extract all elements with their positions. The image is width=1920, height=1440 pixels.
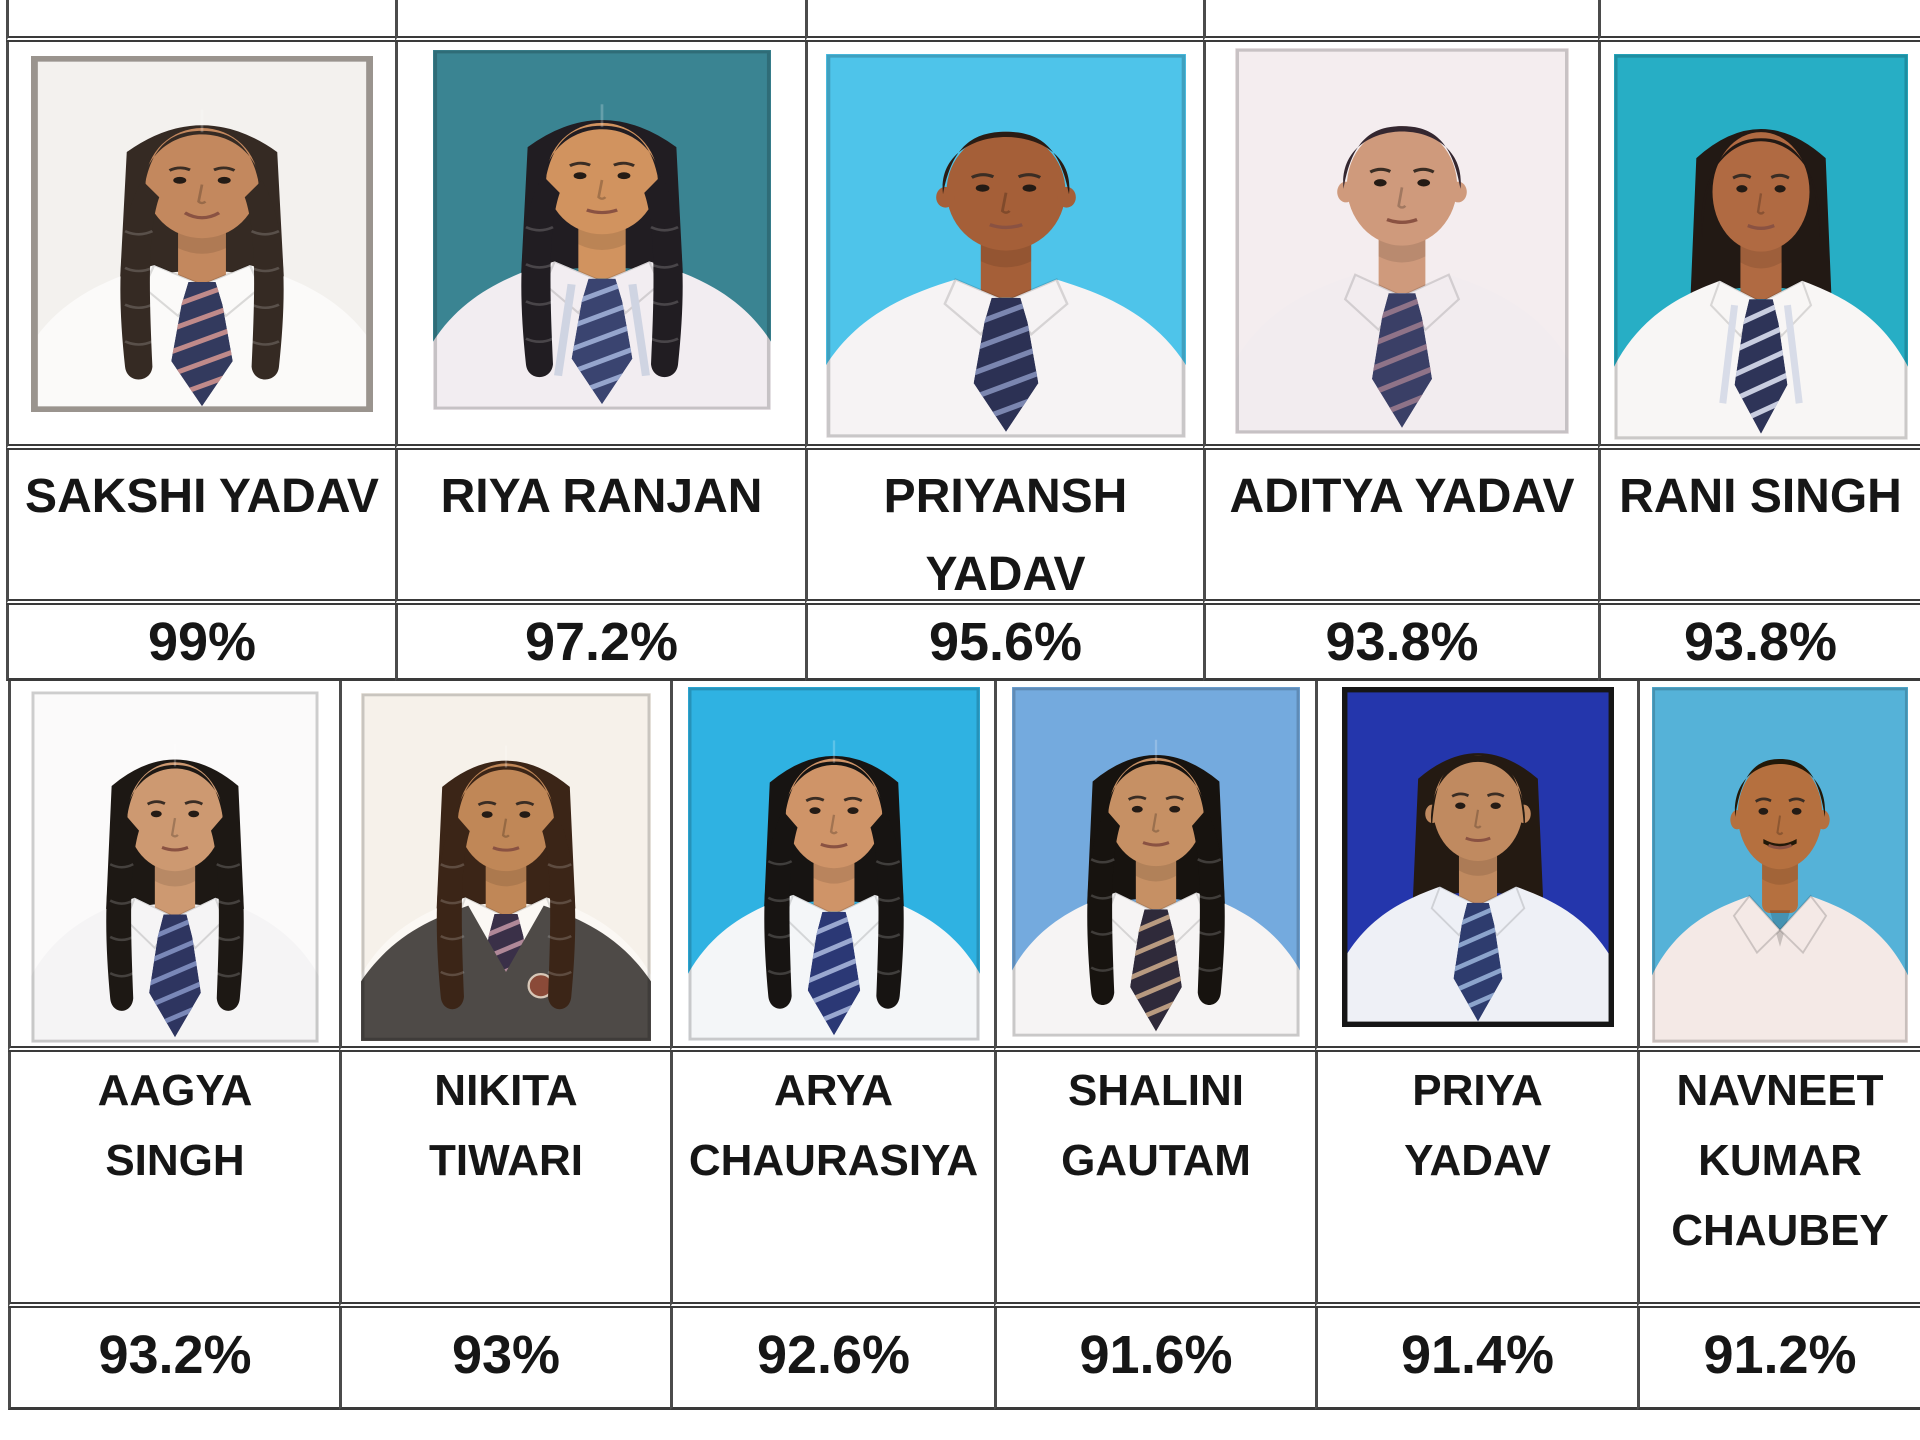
student-name: PRIYA YADAV [1404,1066,1551,1185]
student-percentage: 91.2% [1703,1325,1857,1385]
name-cell: AAGYA SINGH [8,1052,339,1308]
student-name: ARYA CHAURASIYA [688,1066,979,1185]
percentage-cell: 93.8% [1598,605,1920,681]
percentage-cell: 93.8% [1203,605,1598,681]
student-portrait-photo [432,50,771,410]
name-cell: ADITYA YADAV [1203,450,1598,605]
student-portrait-photo [1341,687,1614,1027]
photo-cell [805,42,1203,450]
student-portrait-photo [1652,687,1908,1043]
percentage-cell: 97.2% [395,605,805,681]
student-name: RANI SINGH [1619,470,1902,523]
student-portrait-photo [31,691,319,1043]
student-name: NIKITA TIWARI [429,1066,583,1185]
percentage-cell: 99% [6,605,395,681]
student-portrait-photo [825,54,1186,438]
name-cell: NIKITA TIWARI [339,1052,670,1308]
name-cell: SAKSHI YADAV [6,450,395,605]
student-name: PRIYANSH YADAV [883,470,1128,601]
student-percentage: 91.4% [1400,1325,1555,1385]
student-percentage: 91.6% [1079,1325,1233,1385]
student-portrait-photo [1235,48,1569,434]
percentage-cell: 91.6% [994,1308,1315,1410]
percentage-cell: 95.6% [805,605,1203,681]
student-percentage: 93.2% [98,1325,252,1385]
photo-cell [1203,42,1598,450]
student-portrait-photo [687,687,980,1041]
empty-cell [1203,0,1598,42]
name-cell: SHALINI GAUTAM [994,1052,1315,1308]
photo-cell [339,681,670,1052]
name-cell: RANI SINGH [1598,450,1920,605]
results-table-group1: SAKSHI YADAV RIYA RANJAN PRIYANSH YADAV … [6,0,1920,681]
photo-cell [6,42,395,450]
results-table-group2: AAGYA SINGH NIKITA TIWARI ARYA CHAURASIY… [8,681,1920,1410]
percentage-cell: 92.6% [670,1308,994,1410]
name-cell: PRIYANSH YADAV [805,450,1203,605]
student-portrait-photo [1012,687,1300,1037]
percentage-cell: 91.4% [1315,1308,1637,1410]
photo-cell [670,681,994,1052]
name-cell: RIYA RANJAN [395,450,805,605]
percentage-cell: 93% [339,1308,670,1410]
student-name: AAGYA SINGH [97,1066,253,1185]
student-name: SAKSHI YADAV [25,470,379,523]
student-name: ADITYA YADAV [1229,470,1575,523]
student-percentage: 93.8% [1325,612,1479,672]
student-name: SHALINI GAUTAM [1061,1066,1251,1185]
name-cell: ARYA CHAURASIYA [670,1052,994,1308]
student-percentage: 99% [147,612,257,672]
student-percentage: 95.6% [928,612,1083,672]
student-portrait-photo [31,56,373,412]
photo-cell [1315,681,1637,1052]
photo-cell [8,681,339,1052]
name-cell: PRIYA YADAV [1315,1052,1637,1308]
student-percentage: 93% [451,1325,561,1385]
percentage-cell: 93.2% [8,1308,339,1410]
student-portrait-photo [1613,54,1908,440]
student-percentage: 92.6% [756,1325,911,1385]
student-name: NAVNEET KUMAR CHAUBEY [1671,1066,1889,1255]
student-portrait-photo [361,693,651,1041]
photo-cell [1598,42,1920,450]
photo-cell [395,42,805,450]
empty-cell [6,0,395,42]
name-cell: NAVNEET KUMAR CHAUBEY [1637,1052,1920,1308]
empty-cell [1598,0,1920,42]
student-name: RIYA RANJAN [440,470,763,523]
photo-cell [1637,681,1920,1052]
empty-cell [395,0,805,42]
empty-cell [805,0,1203,42]
photo-cell [994,681,1315,1052]
student-percentage: 97.2% [524,612,679,672]
student-percentage: 93.8% [1683,612,1838,672]
percentage-cell: 91.2% [1637,1308,1920,1410]
